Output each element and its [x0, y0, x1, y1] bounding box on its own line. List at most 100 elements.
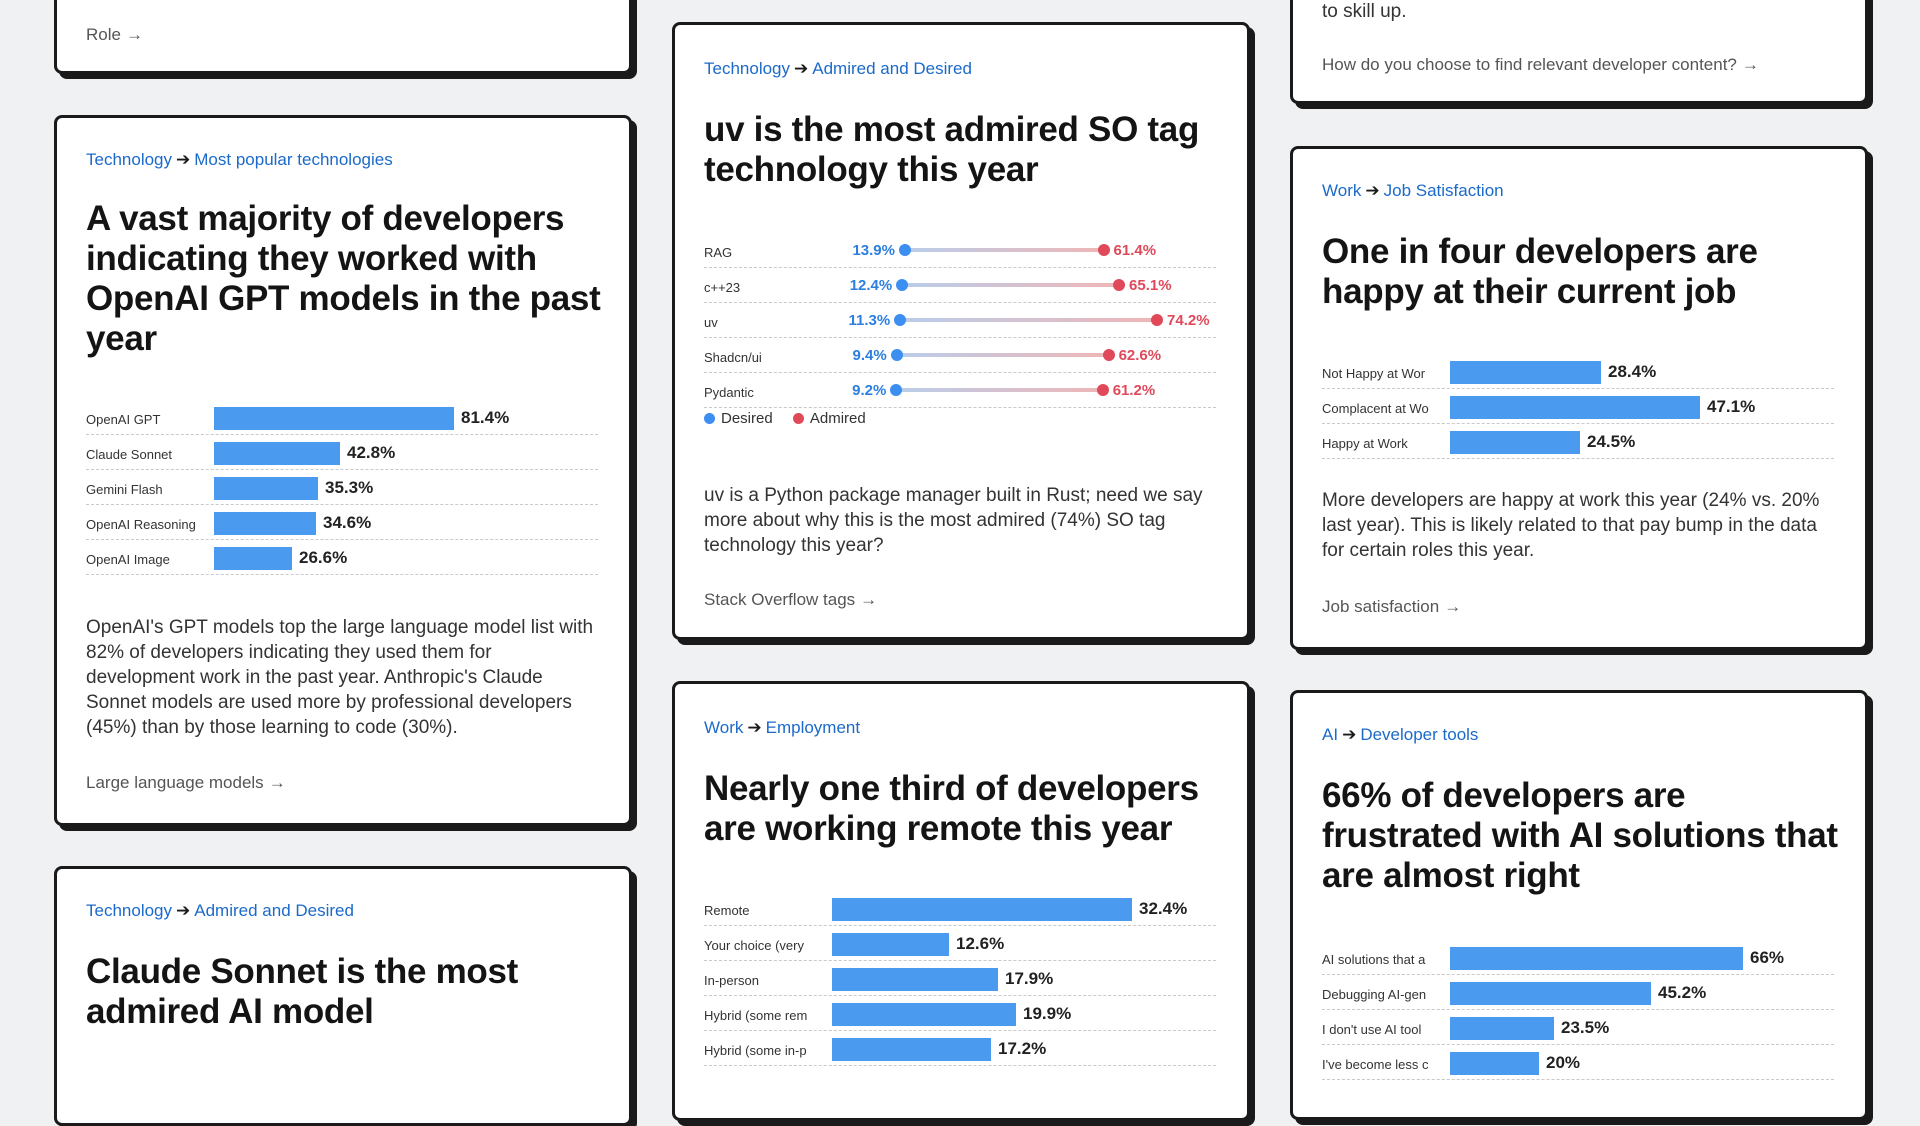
job-bar-chart: Not Happy at Wor 28.4% Complacent at Wo 47.…: [1322, 354, 1834, 459]
breadcrumb-section-link[interactable]: Technology: [86, 150, 173, 169]
chart-value-label: 32.4%: [1139, 899, 1188, 918]
desired-point: [890, 349, 903, 361]
chart-value-label: 47.1%: [1707, 397, 1756, 416]
chart-value-label: 42.8%: [347, 443, 396, 462]
llm-bar-chart: OpenAI GPT 81.4% Claude Sonnet 42.8% Gemini …: [86, 400, 598, 575]
legend-desired: Desired: [704, 410, 773, 427]
chart-category-label: In-person: [704, 973, 759, 988]
chart-category-label: I've become less c: [1322, 1057, 1429, 1072]
chart-category-label: Debugging AI-gen: [1322, 987, 1427, 1002]
chart-category-label: Complacent at Wo: [1322, 401, 1429, 416]
chart-row: I've become less c 20%: [1322, 1045, 1834, 1080]
admired-point: [1097, 244, 1110, 256]
chart-bar: [832, 933, 949, 956]
dev-content-link[interactable]: How do you choose to find relevant devel…: [1322, 55, 1759, 75]
card-description: uv is a Python package manager built in …: [704, 485, 1203, 556]
card-title: Nearly one third of developers are worki…: [704, 769, 1199, 848]
arrow-right-icon: ➔: [1342, 725, 1357, 744]
role-card: Role →: [54, 0, 632, 74]
legend-desired-label: Desired: [721, 410, 773, 427]
legend-desired-swatch: [704, 413, 715, 424]
breadcrumb-section-link[interactable]: AI: [1322, 725, 1339, 744]
breadcrumb-section-link[interactable]: Technology: [704, 59, 791, 78]
breadcrumb-page-link[interactable]: Developer tools: [1360, 725, 1479, 744]
chart-value-label: 20%: [1546, 1053, 1581, 1072]
breadcrumb-section-link[interactable]: Work: [704, 718, 744, 737]
chart-category-label: Shadcn/ui: [704, 350, 762, 365]
desired-value-label: 11.3%: [848, 312, 891, 329]
desired-value-label: 12.4%: [849, 277, 893, 294]
chart-row: RAG 13.9% 61.4%: [704, 233, 1216, 268]
chart-bar: [214, 512, 316, 535]
chart-bar: [1450, 1017, 1554, 1040]
chart-row: Happy at Work 24.5%: [1322, 424, 1834, 459]
chart-bar: [1450, 361, 1601, 384]
chart-bar: [1450, 431, 1580, 454]
desired-point: [890, 384, 903, 396]
chart-value-label: 23.5%: [1561, 1018, 1610, 1037]
job-satisfaction-link[interactable]: Job satisfaction →: [1322, 597, 1461, 617]
breadcrumb-section-link[interactable]: Work: [1322, 181, 1362, 200]
chart-category-label: AI solutions that a: [1322, 952, 1426, 967]
chart-row: I don't use AI tool 23.5%: [1322, 1010, 1834, 1045]
chart-value-label: 17.2%: [998, 1039, 1047, 1058]
legend-admired-swatch: [792, 413, 804, 424]
chart-row: Shadcn/ui 9.4% 62.6%: [704, 338, 1216, 373]
llm-section-link-label: Large language models: [86, 773, 264, 792]
chart-bar: [214, 442, 340, 465]
admired-value-label: 62.6%: [1118, 347, 1162, 364]
card-title: A vast majority of developers indicating…: [86, 199, 601, 358]
chart-row: Gemini Flash 35.3%: [86, 470, 598, 505]
arrow-right-icon: →: [125, 25, 143, 44]
so-tags-link[interactable]: Stack Overflow tags →: [704, 590, 877, 610]
chart-value-label: 66%: [1750, 948, 1785, 967]
llm-section-link[interactable]: Large language models →: [86, 773, 286, 793]
card-text: to skill up.: [1322, 1, 1407, 22]
dumbbell-connector: [896, 353, 1109, 357]
chart-category-label: OpenAI Reasoning: [86, 517, 196, 532]
uv-card: Technology ➔ Admired and Desired uv is the…: [672, 22, 1250, 640]
chart-category-label: Claude Sonnet: [86, 447, 173, 462]
legend-admired-label: Admired: [809, 410, 866, 427]
card-title: One in four developers are happy at thei…: [1322, 232, 1758, 311]
chart-row: OpenAI GPT 81.4%: [86, 400, 598, 435]
chart-row: OpenAI Reasoning 34.6%: [86, 505, 598, 540]
admired-value-label: 61.4%: [1113, 242, 1157, 259]
arrow-right-icon: ➔: [176, 150, 191, 169]
admired-value-label: 74.2%: [1167, 312, 1210, 329]
uv-dumbbell-chart: RAG 13.9% 61.4% c++23 12.4% 65.1% uv 11.3% 74.2%…: [704, 233, 1216, 408]
breadcrumb-page-link[interactable]: Employment: [765, 718, 861, 737]
breadcrumb-page-link[interactable]: Admired and Desired: [194, 901, 354, 920]
breadcrumb-page-link[interactable]: Admired and Desired: [812, 59, 972, 78]
chart-category-label: Not Happy at Wor: [1322, 366, 1426, 381]
arrow-right-icon: ➔: [747, 718, 762, 737]
arrow-right-icon: →: [1444, 597, 1462, 616]
chart-bar: [214, 407, 454, 430]
admired-value-label: 61.2%: [1112, 382, 1156, 399]
desired-value-label: 9.4%: [852, 347, 887, 364]
chart-bar: [214, 477, 318, 500]
chart-row: Claude Sonnet 42.8%: [86, 435, 598, 470]
chart-bar: [1450, 396, 1700, 419]
breadcrumb-section-link[interactable]: Technology: [86, 901, 173, 920]
chart-category-label: Your choice (very: [704, 938, 804, 953]
chart-value-label: 45.2%: [1658, 983, 1707, 1002]
claude-card: Technology ➔ Admired and Desired Claude So…: [54, 866, 632, 1126]
breadcrumb-page-link[interactable]: Most popular technologies: [194, 150, 393, 169]
breadcrumb-page-link[interactable]: Job Satisfaction: [1383, 181, 1504, 200]
chart-category-label: uv: [704, 315, 718, 330]
chart-value-label: 12.6%: [956, 934, 1005, 953]
llm-card: Technology ➔ Most popular technologies A v…: [54, 115, 632, 826]
card-description: More developers are happy at work this y…: [1322, 490, 1820, 561]
chart-bar: [832, 1003, 1016, 1026]
role-link[interactable]: Role →: [86, 25, 143, 45]
card-title: uv is the most admired SO tag technology…: [704, 110, 1200, 189]
chart-value-label: 81.4%: [461, 408, 510, 427]
legend-admired: Admired: [792, 410, 866, 427]
admired-point: [1113, 279, 1126, 291]
chart-bar: [832, 1038, 991, 1061]
chart-category-label: RAG: [704, 245, 733, 260]
chart-row: Debugging AI-gen 45.2%: [1322, 975, 1834, 1010]
chart-category-label: I don't use AI tool: [1322, 1022, 1422, 1037]
desired-point: [896, 279, 909, 291]
